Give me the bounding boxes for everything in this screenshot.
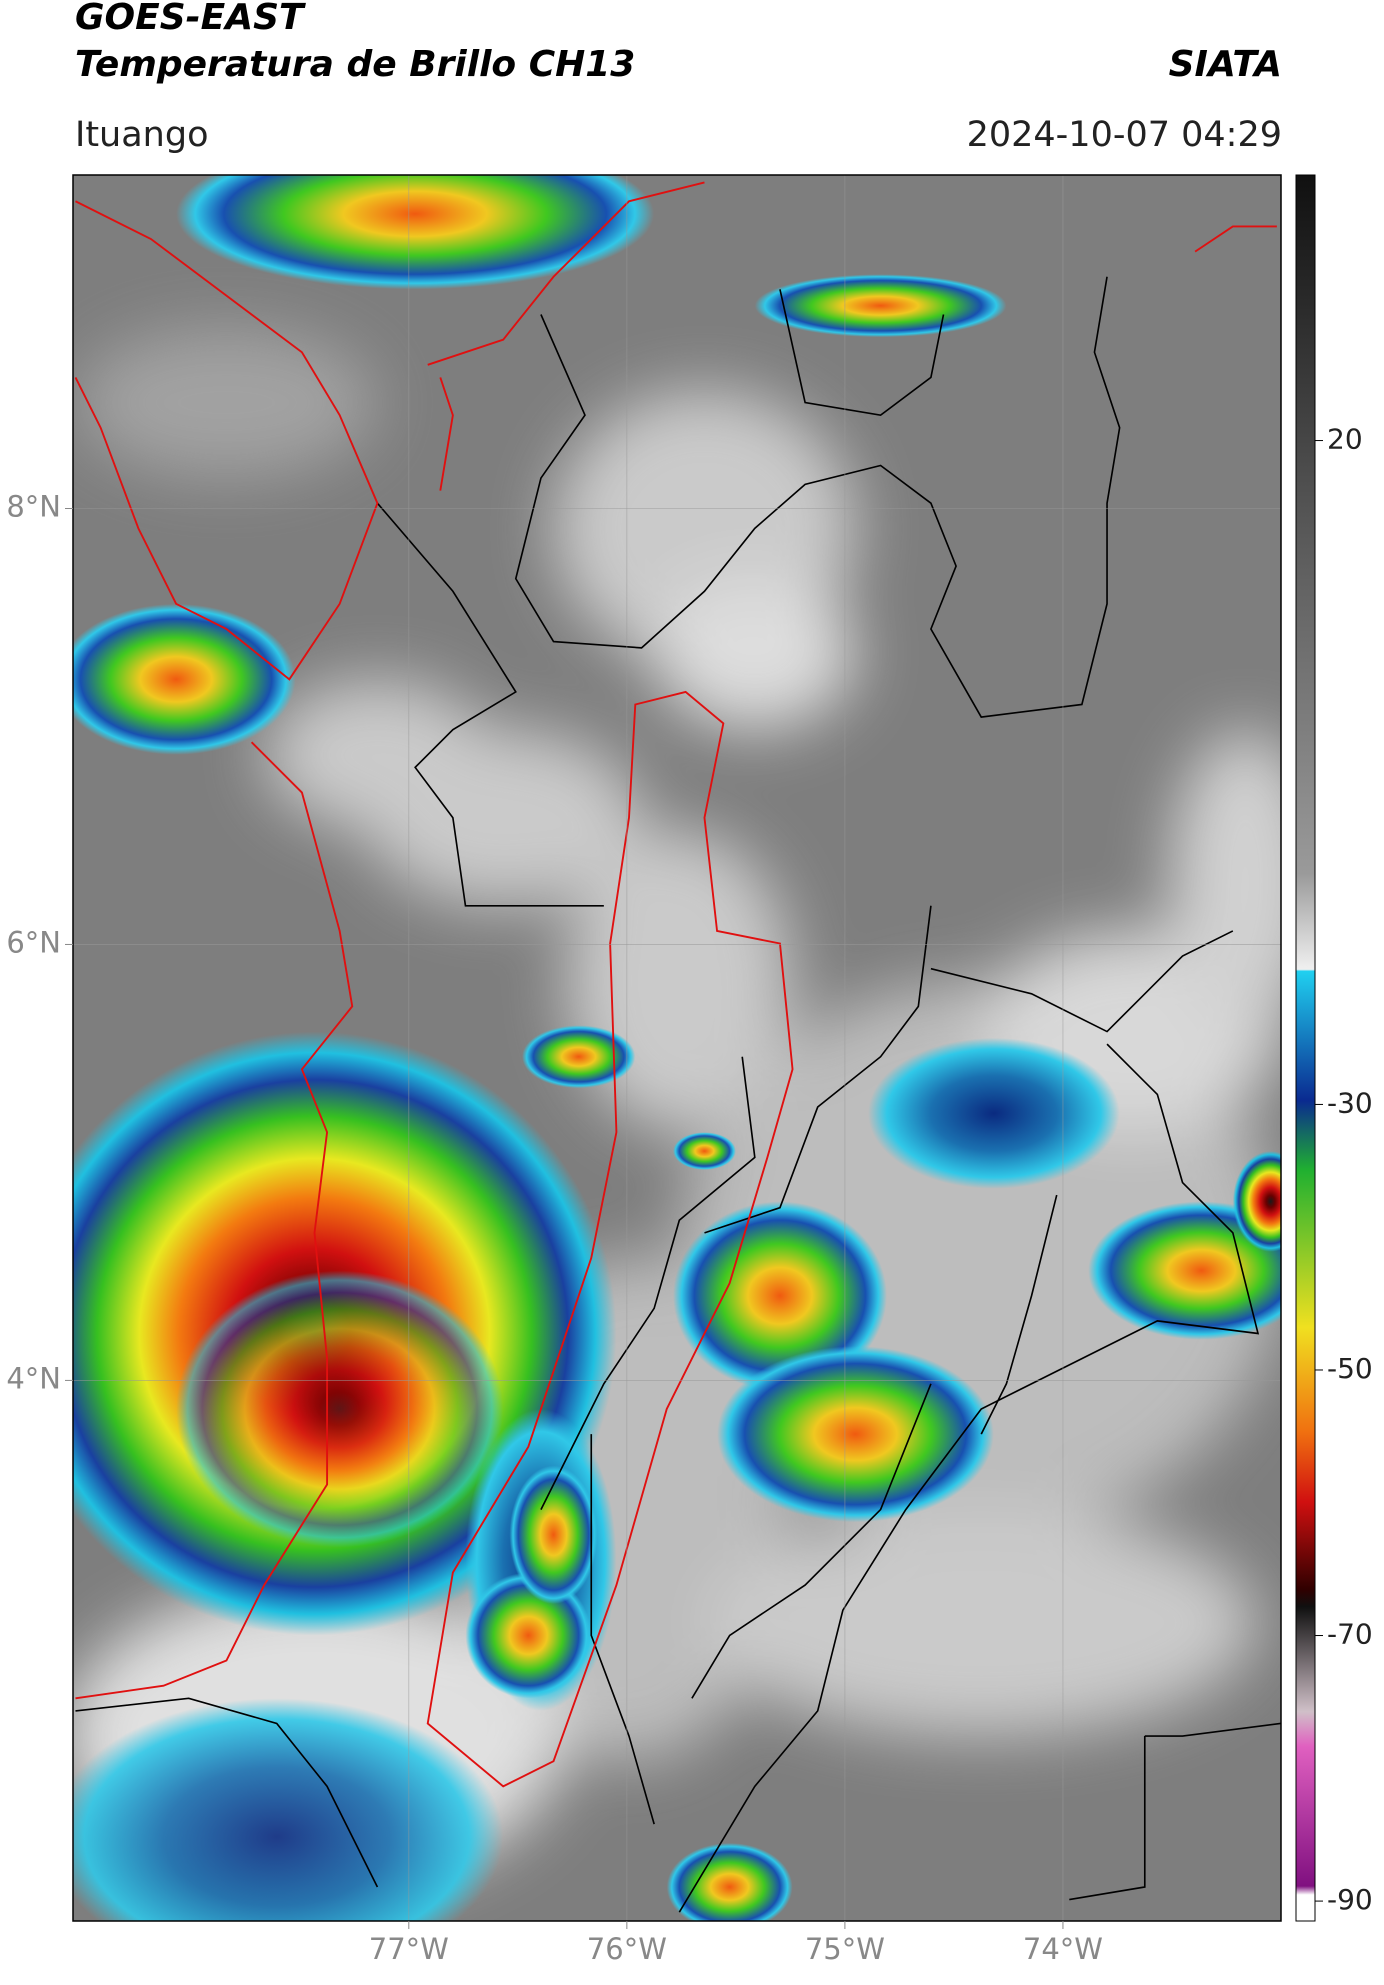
region: Ituango: [75, 115, 209, 155]
colorbar-tick-label: -90: [1327, 1883, 1373, 1916]
graticule: [73, 175, 1281, 1921]
colorbar: [1295, 174, 1316, 1922]
timestamp: 2024-10-07 04:29: [967, 115, 1282, 155]
lon-tick-label: 76°W: [587, 1932, 667, 1966]
lon-tick-label: 74°W: [1023, 1932, 1103, 1966]
map-frame: [72, 174, 1282, 1922]
satellite-image: [73, 175, 1281, 1921]
colorbar-tick-label: -30: [1327, 1086, 1373, 1119]
colorbar-tick-label: -70: [1327, 1618, 1373, 1651]
colorbar-tick-label: -50: [1327, 1352, 1373, 1385]
lat-tick-label: 6°N: [6, 925, 61, 959]
colorbar-tick-label: 20: [1327, 423, 1363, 456]
lon-tick-label: 77°W: [369, 1932, 449, 1966]
lat-tick-label: 8°N: [6, 490, 61, 524]
lon-tick-label: 75°W: [805, 1932, 885, 1966]
source: SIATA: [1169, 44, 1282, 85]
lat-tick-label: 4°N: [6, 1361, 61, 1395]
title: GOES-EAST: [75, 0, 306, 38]
subtitle: Temperatura de Brillo CH13: [75, 44, 635, 85]
